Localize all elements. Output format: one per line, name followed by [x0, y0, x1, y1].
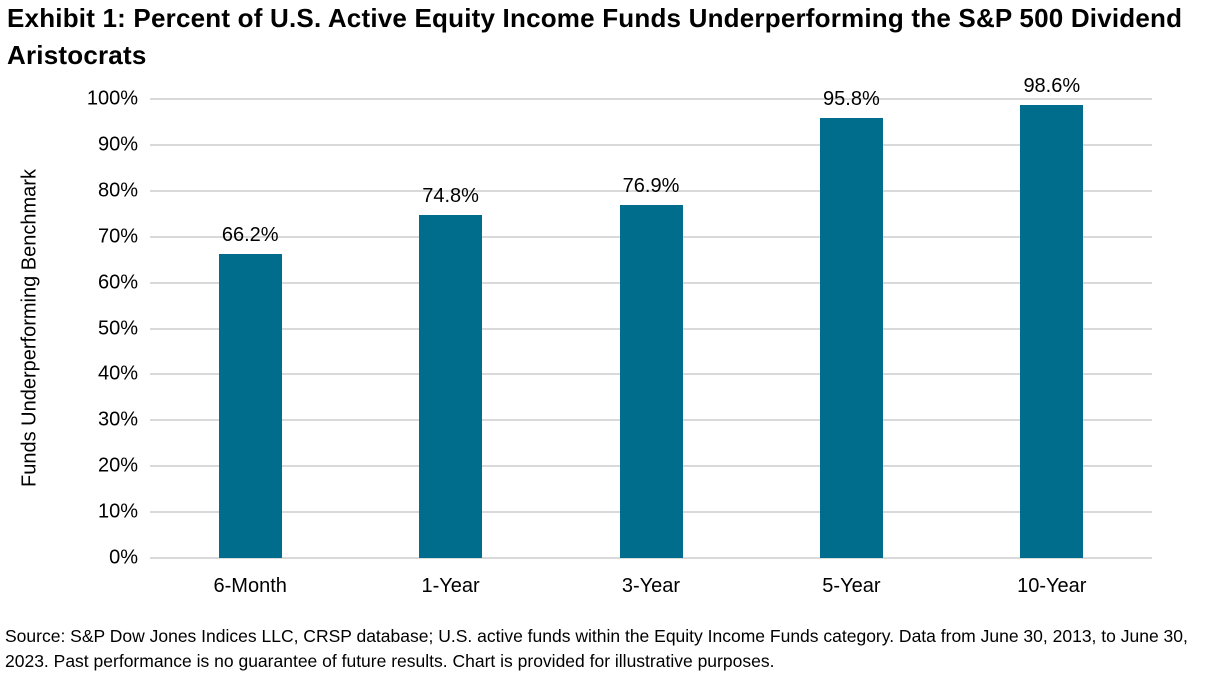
y-axis-tick-label: 90% [97, 133, 138, 156]
chart-title: Exhibit 1: Percent of U.S. Active Equity… [7, 3, 1183, 70]
x-axis-tick-label: 3-Year [621, 575, 681, 597]
x-axis-tick-label: 6-Month [213, 575, 287, 597]
bar-chart: Funds Underperforming Benchmark 0% 10% 20%… [0, 75, 1215, 620]
x-axis-tick-label: 10-Year [1017, 575, 1087, 597]
source-note: Source: S&P Dow Jones Indices LLC, CRSP … [5, 626, 1188, 671]
y-axis-tick-label: 40% [97, 362, 138, 385]
gridline [150, 189, 1152, 192]
gridline [150, 98, 1152, 100]
y-axis-tick-label: 70% [97, 225, 138, 248]
y-axis-labels: 0% 10% 20% 30% 40% 50% 60% 70% 80% 90% 100% [0, 88, 138, 569]
bar-value-label: 66.2% [221, 224, 279, 247]
y-axis-tick-label: 50% [97, 317, 138, 339]
bar-value-label: 74.8% [422, 184, 479, 207]
x-axis-labels: 6-Month 1-Year 3-Year 5-Year 10-Year [150, 575, 1152, 601]
bar-3-year [619, 205, 683, 558]
y-axis-tick-label: 0% [109, 546, 138, 569]
bar-value-label: 76.9% [622, 175, 680, 198]
gridline [150, 143, 1152, 146]
y-axis-tick-label: 60% [97, 271, 138, 294]
x-axis-tick-label: 5-Year [822, 575, 881, 597]
x-axis-tick-label: 1-Year [421, 575, 480, 597]
plot-area: 66.2% 74.8% 76.9% 95.8% 98.6% [150, 75, 1152, 559]
y-axis-tick-label: 20% [97, 454, 138, 477]
y-axis-tick-label: 30% [97, 408, 138, 431]
bar-value-label: 98.6% [1023, 75, 1081, 98]
bar-5-year [819, 118, 883, 558]
y-axis-tick-label: 10% [97, 500, 138, 523]
gridline [150, 557, 1152, 559]
y-axis-tick-label: 100% [86, 87, 138, 110]
bar-10-year [1020, 105, 1084, 558]
y-axis-tick-label: 80% [97, 179, 138, 202]
bar-value-label: 95.8% [823, 88, 880, 111]
bar-1-year [419, 214, 483, 558]
bar-6-month [218, 254, 282, 558]
